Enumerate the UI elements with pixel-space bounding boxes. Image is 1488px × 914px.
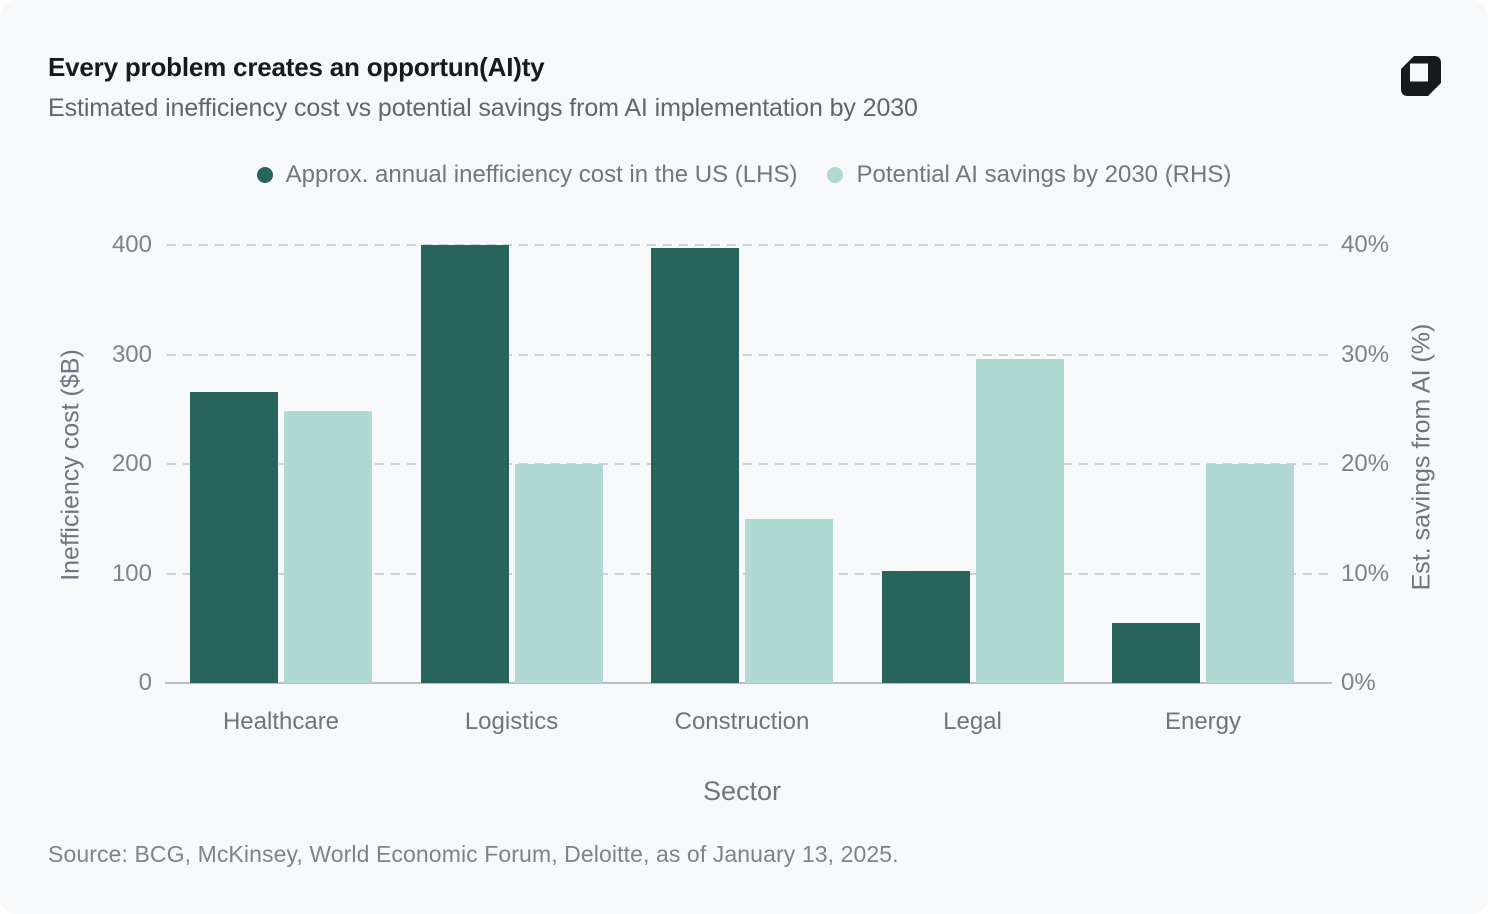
legend-item-inefficiency-cost: Approx. annual inefficiency cost in the … (256, 161, 798, 189)
category-label-logistics: Logistics (464, 708, 559, 735)
bar-healthcare-inefficiency-cost (190, 391, 278, 683)
category-label-legal: Legal (943, 708, 1002, 735)
bar-logistics-ai-savings (514, 464, 603, 683)
right-tick-30%: 30% (1341, 340, 1390, 368)
category-label-healthcare: Healthcare (222, 708, 340, 735)
legend-item-ai-savings: Potential AI savings by 2030 (RHS) (827, 161, 1231, 189)
legend: Approx. annual inefficiency cost in the … (0, 161, 1488, 189)
right-tick-10%: 10% (1341, 559, 1390, 587)
bar-energy-inefficiency-cost (1112, 622, 1200, 683)
x-axis-line (165, 682, 1332, 684)
left-tick-100: 100 (111, 559, 152, 587)
gridline-400 (167, 244, 1330, 246)
bar-construction-inefficiency-cost (651, 248, 739, 683)
legend-label: Potential AI savings by 2030 (RHS) (856, 161, 1232, 188)
legend-dot-icon (827, 167, 844, 183)
right-tick-20%: 20% (1341, 450, 1390, 477)
bar-energy-ai-savings (1206, 464, 1294, 683)
right-tick-40%: 40% (1341, 231, 1390, 258)
bar-healthcare-ai-savings (284, 411, 372, 683)
chart-subtitle: Estimated inefficiency cost vs potential… (48, 94, 918, 122)
left-tick-300: 300 (111, 340, 152, 368)
left-tick-0: 0 (138, 669, 152, 696)
category-label-energy: Energy (1164, 708, 1242, 735)
bar-legal-inefficiency-cost (881, 571, 970, 683)
bar-logistics-inefficiency-cost (420, 245, 509, 683)
gridline-300 (167, 353, 1330, 356)
source-note: Source: BCG, McKinsey, World Economic Fo… (48, 841, 899, 867)
legend-dot-icon (256, 167, 273, 183)
plot-area (165, 244, 1332, 684)
category-label-construction: Construction (674, 708, 810, 735)
quartr-logo-icon (1401, 56, 1441, 96)
chart-title: Every problem creates an opportun(AI)ty (48, 52, 545, 82)
left-tick-200: 200 (111, 450, 152, 477)
legend-label: Approx. annual inefficiency cost in the … (285, 161, 798, 188)
left-tick-400: 400 (111, 231, 152, 258)
x-axis-title: Sector (702, 776, 782, 806)
gridline-200 (167, 463, 1330, 465)
bar-construction-ai-savings (745, 518, 833, 683)
bar-legal-ai-savings (975, 358, 1064, 683)
right-tick-0%: 0% (1341, 669, 1376, 696)
